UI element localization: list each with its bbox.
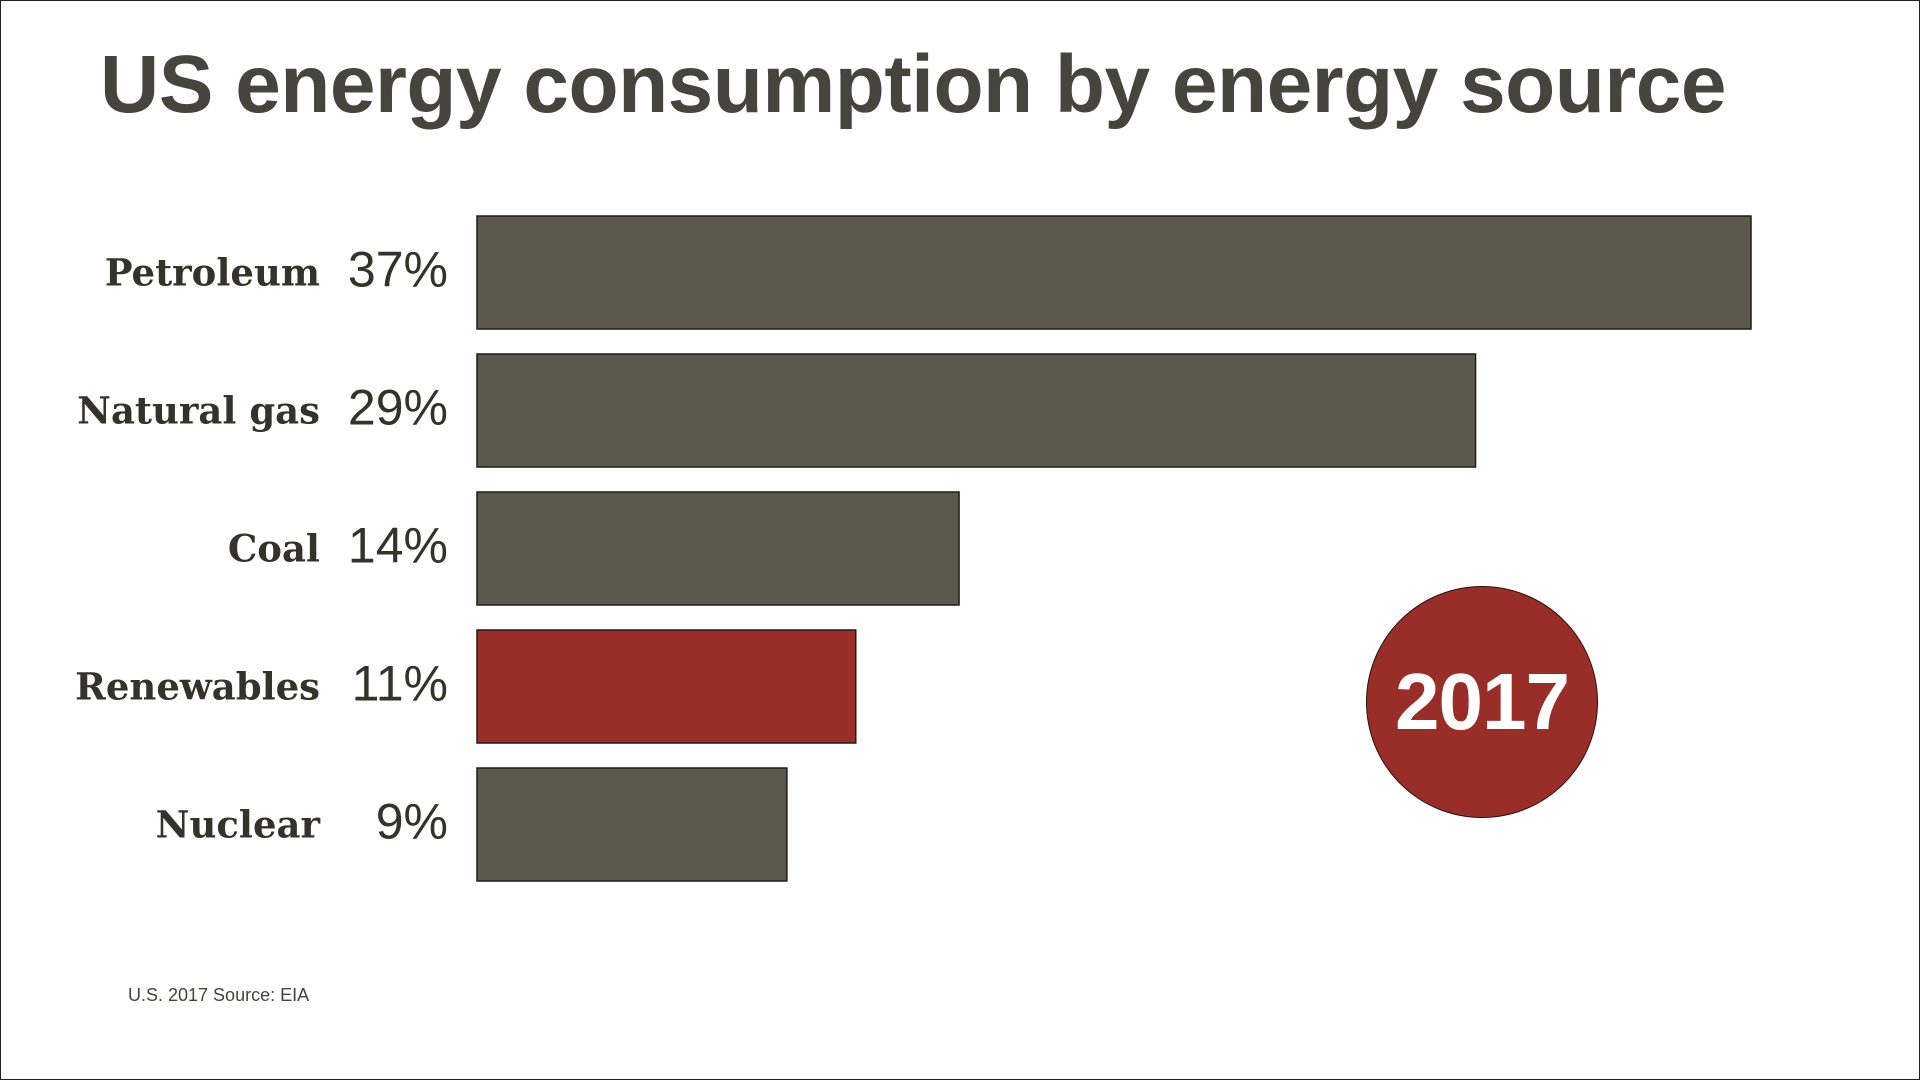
value-label-nuclear: 9%: [376, 794, 448, 850]
bar-coal: [476, 491, 960, 606]
bar-petroleum: [476, 215, 1752, 330]
year-badge: 2017: [1366, 586, 1598, 818]
bar-natural-gas: [476, 353, 1477, 468]
value-label-natural-gas: 29%: [348, 380, 448, 436]
value-labels-group: 37% 29% 14% 11% 9%: [348, 242, 448, 850]
value-label-coal: 14%: [348, 518, 448, 574]
category-label-coal: Coal: [228, 527, 320, 571]
year-badge-text: 2017: [1395, 657, 1570, 746]
category-label-natural-gas: Natural gas: [77, 389, 320, 433]
bar-renewables: [476, 629, 857, 744]
category-label-nuclear: Nuclear: [156, 803, 321, 847]
bars-group: [476, 215, 1752, 882]
category-label-renewables: Renewables: [75, 665, 320, 709]
source-note: U.S. 2017 Source: EIA: [128, 985, 310, 1005]
category-labels-group: Petroleum Natural gas Coal Renewables Nuclea…: [75, 251, 320, 847]
value-label-petroleum: 37%: [348, 242, 448, 298]
bar-nuclear: [476, 767, 788, 882]
chart-title: US energy consumption by energy source: [100, 39, 1726, 130]
category-label-petroleum: Petroleum: [105, 251, 320, 295]
value-label-renewables: 11%: [352, 656, 448, 712]
